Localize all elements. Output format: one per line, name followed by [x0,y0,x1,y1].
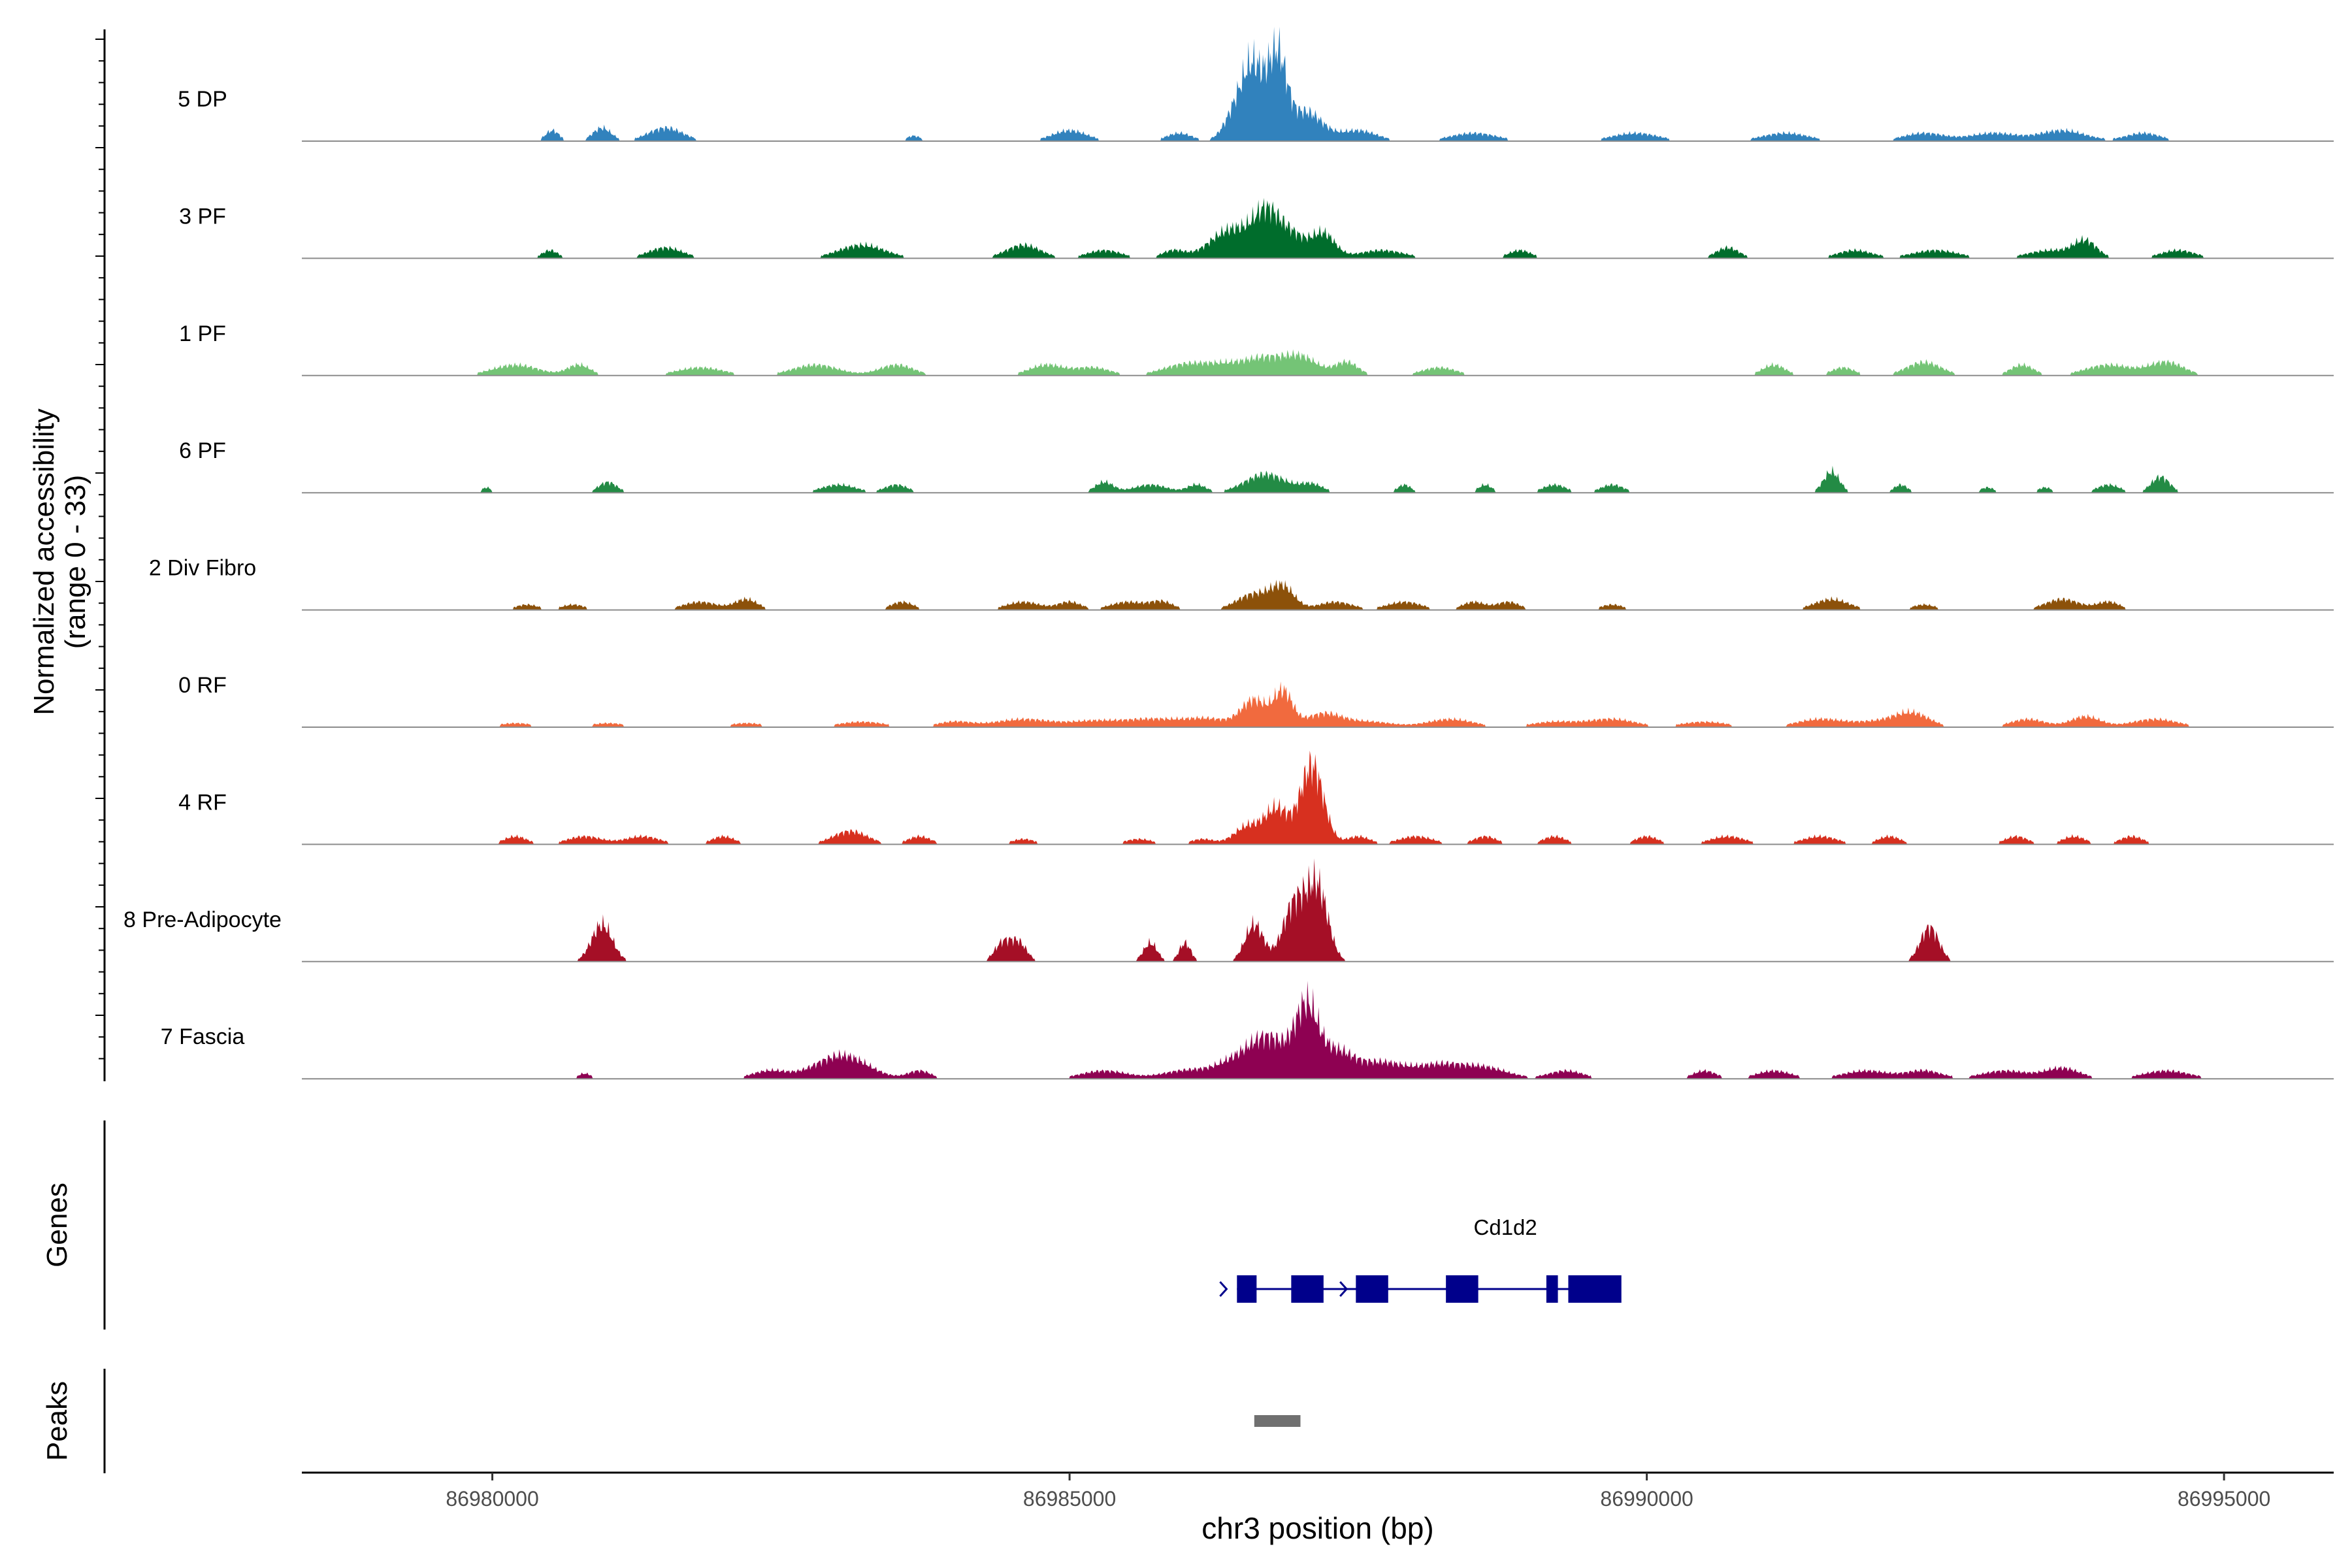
track-6-pf: 6 PF [179,438,2334,494]
track-signal-area [434,681,2219,727]
track-5-dp: 5 DP [178,27,2334,142]
track-signal-area [434,858,2219,962]
track-4-rf: 4 RF [178,750,2334,845]
gene-exon [1546,1275,1558,1303]
gene-model: Cd1d2 [1219,1215,1622,1303]
accessibility-tracks: 5 DP 3 PF 1 PF 6 PF 2 Div Fibro 0 RF 4 RF 8 Pre… [123,27,2334,1080]
x-axis-title: chr3 position (bp) [1201,1511,1433,1545]
track-2-div-fibro: 2 Div Fibro [149,556,2334,611]
track-signal-area [434,197,2219,259]
track-signal-area [434,981,2219,1079]
track-1-pf: 1 PF [179,321,2334,376]
gene-exon [1291,1275,1324,1303]
track-label: 4 RF [178,790,227,815]
gene-strand-arrow [1219,1281,1228,1298]
track-0-rf: 0 RF [178,673,2334,728]
y-axis-range: (range 0 - 33) [59,475,91,649]
x-axis-ticks: 86980000 86985000 86990000 86995000 [446,1473,2270,1511]
track-8-pre-adipocyte: 8 Pre-Adipocyte [123,858,2334,962]
track-label: 3 PF [179,204,226,229]
y-axis-ticks [95,39,105,1060]
track-label: 2 Div Fibro [149,556,256,581]
gene-name-label: Cd1d2 [1474,1215,1537,1239]
track-signal-area [434,580,2219,610]
y-axis-title: Normalized accessibility [28,408,60,715]
y-axis [95,29,106,1081]
track-label: 5 DP [178,87,227,112]
gene-exon [1446,1275,1478,1303]
x-tick-label: 86995000 [2178,1487,2270,1511]
track-signal-area [434,349,2219,376]
track-label: 7 Fascia [161,1024,245,1049]
track-label: 8 Pre-Adipocyte [123,907,282,932]
track-label: 6 PF [179,438,226,463]
x-tick-label: 86980000 [446,1487,538,1511]
x-tick-label: 86990000 [1600,1487,1693,1511]
track-signal-area [434,750,2219,845]
x-tick-label: 86985000 [1023,1487,1116,1511]
track-label: 0 RF [178,673,227,698]
genes-label: Genes [41,1183,73,1267]
gene-exon [1237,1275,1257,1303]
peak-regions [1254,1415,1301,1427]
track-label: 1 PF [179,321,226,346]
track-3-pf: 3 PF [179,197,2334,259]
peaks-label: Peaks [41,1381,73,1461]
gene-exon [1568,1275,1622,1303]
track-signal-area [434,465,2219,493]
track-7-fascia: 7 Fascia [161,981,2334,1080]
peak-region-bar [1254,1415,1301,1427]
gene-exon [1356,1275,1388,1303]
track-signal-area [434,27,2219,141]
gene-strand-arrow [1339,1281,1348,1298]
